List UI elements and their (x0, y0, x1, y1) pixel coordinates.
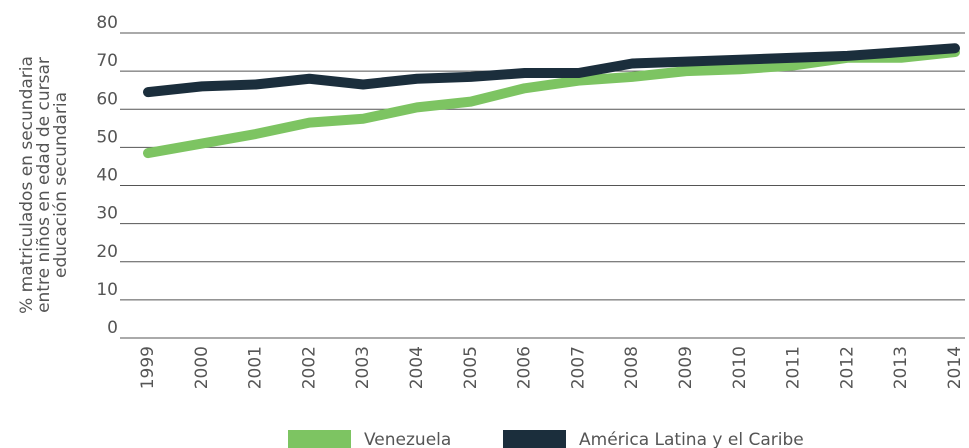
x-tick-label: 2006 (515, 346, 535, 389)
x-tick-label: 2013 (891, 346, 911, 389)
legend-label: Venezuela (364, 430, 451, 448)
y-axis-label-line: educación secundaria (51, 92, 71, 278)
x-tick-label: 2011 (784, 346, 804, 389)
x-tick-label: 2004 (407, 346, 427, 389)
x-tick-label: 1999 (138, 346, 158, 389)
series-line (143, 43, 960, 98)
y-tick-label: 40 (96, 166, 118, 186)
y-tick-label: 70 (96, 51, 118, 71)
y-tick-label: 60 (96, 89, 118, 109)
y-tick-label: 30 (96, 204, 118, 224)
x-tick-label: 2000 (192, 346, 212, 389)
x-tick-label: 2010 (730, 346, 750, 389)
x-tick-label: 2012 (837, 346, 857, 389)
y-tick-label: 50 (96, 127, 118, 147)
y-tick-label: 80 (96, 13, 118, 33)
legend-label: América Latina y el Caribe (579, 430, 804, 448)
y-axis-label-line: % matriculados en secundaria (17, 56, 37, 314)
x-tick-label: 2005 (461, 346, 481, 389)
y-axis-label-line: entre niños en edad de cursar (34, 57, 54, 313)
legend-swatch (288, 430, 351, 448)
y-tick-label: 20 (96, 242, 118, 262)
x-tick-label: 2014 (945, 346, 965, 389)
x-tick-label: 2001 (246, 346, 266, 389)
x-tick-label: 2009 (676, 346, 696, 389)
y-tick-label: 10 (96, 280, 118, 300)
x-tick-label: 2007 (568, 346, 588, 389)
x-tick-label: 2003 (353, 346, 373, 389)
x-tick-label: 2002 (299, 346, 319, 389)
series-line (143, 47, 960, 159)
legend-swatch (503, 430, 566, 448)
y-tick-label: 0 (107, 318, 118, 338)
x-tick-label: 2008 (622, 346, 642, 389)
